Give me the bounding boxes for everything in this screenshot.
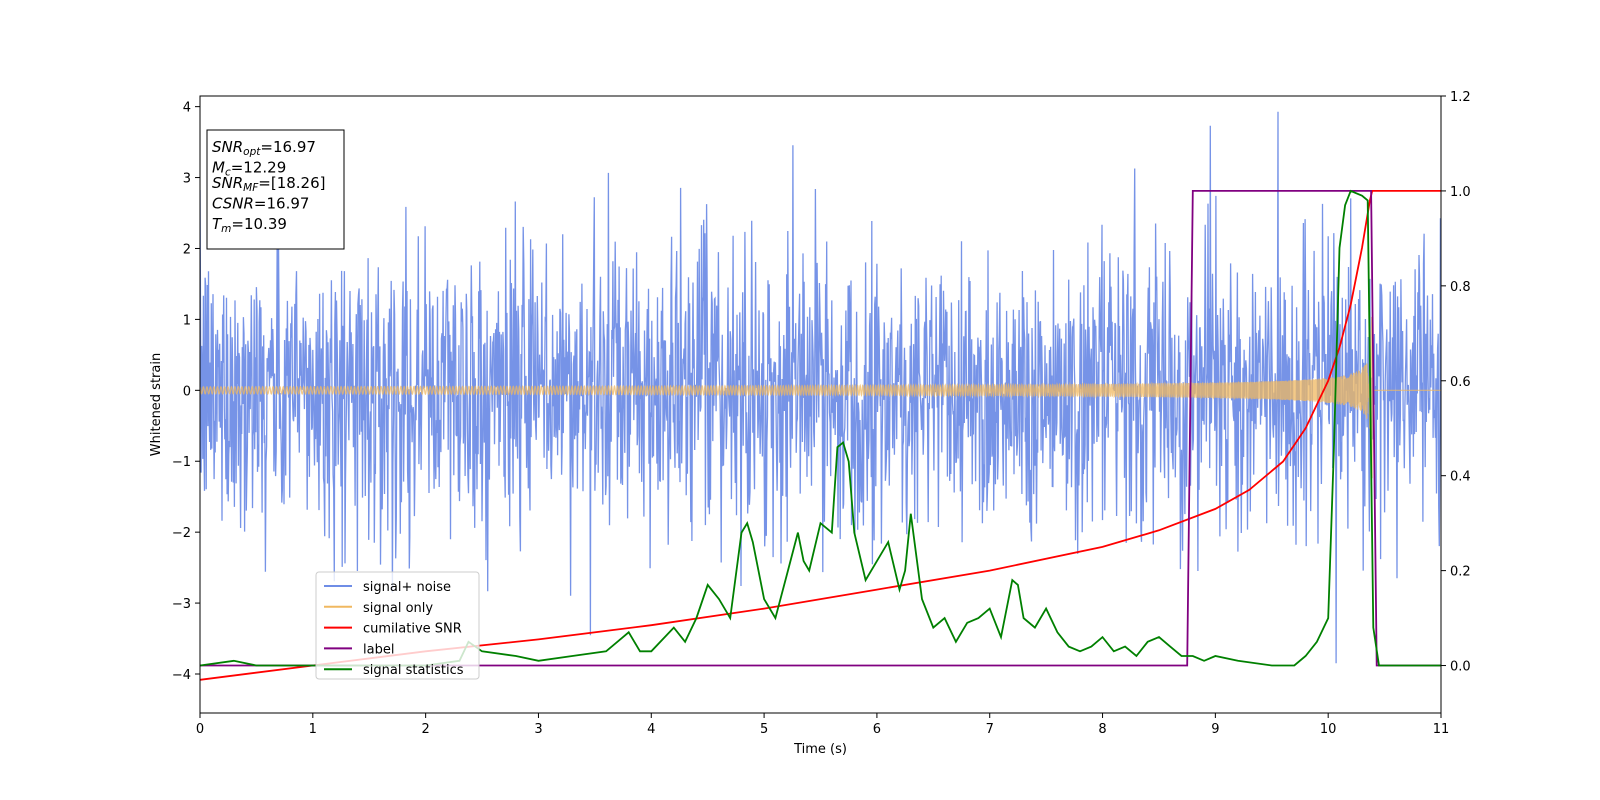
x-axis-title: Time (s) bbox=[793, 742, 847, 757]
y-right-tick-label: 0.0 bbox=[1450, 660, 1471, 675]
y-right-tick-label: 0.6 bbox=[1450, 375, 1471, 390]
annotation-line: CSNR=16.97 bbox=[212, 195, 309, 213]
legend: signal+ noise signal only cumilative SNR la… bbox=[315, 571, 480, 680]
annotation-line: Mc=12.29 bbox=[212, 159, 286, 179]
annotation-box-frame bbox=[206, 129, 345, 250]
y-tick-label: 0 bbox=[183, 384, 191, 399]
legend-frame bbox=[315, 571, 480, 680]
series-signal-only-line bbox=[200, 316, 1441, 479]
annotation-box: SNRopt=16.97Mc=12.29SNRMF=[18.26]CSNR=16… bbox=[206, 129, 345, 250]
series-signal-noise-line bbox=[200, 111, 1441, 664]
series-signal-statistics-line bbox=[200, 189, 1441, 667]
x-tick-label: 1 bbox=[309, 722, 317, 737]
y-right-tick-label: 0.8 bbox=[1450, 280, 1471, 295]
x-tick-label: 3 bbox=[534, 722, 542, 737]
legend-label-signal-noise: signal+ noise bbox=[363, 580, 451, 595]
x-tick-label: 6 bbox=[873, 722, 881, 737]
x-tick-label: 10 bbox=[1320, 722, 1337, 737]
x-tick-label: 8 bbox=[1098, 722, 1106, 737]
y-tick-label: 4 bbox=[183, 101, 191, 116]
y-axis-left: −4 −3 −2 −1 0 1 2 3 4 bbox=[172, 101, 200, 683]
plot-layers bbox=[200, 111, 1441, 681]
annotation-line: SNRopt=16.97 bbox=[212, 138, 316, 158]
x-axis: 0 1 2 3 4 5 6 7 8 9 10 11 bbox=[196, 713, 1449, 737]
y-right-tick-label: 0.2 bbox=[1450, 565, 1471, 580]
legend-label-signal-statistics: signal statistics bbox=[363, 663, 464, 678]
y-right-tick-label: 0.4 bbox=[1450, 470, 1471, 485]
x-tick-label: 0 bbox=[196, 722, 204, 737]
y-tick-label: 2 bbox=[183, 242, 191, 257]
y-tick-label: −2 bbox=[172, 526, 191, 541]
y-right-tick-label: 1.0 bbox=[1450, 185, 1471, 200]
y-tick-label: 3 bbox=[183, 172, 191, 187]
legend-label-cumilative-snr: cumilative SNR bbox=[363, 622, 462, 637]
x-tick-label: 5 bbox=[760, 722, 768, 737]
x-tick-label: 11 bbox=[1433, 722, 1450, 737]
y-tick-label: 1 bbox=[183, 313, 191, 328]
y-axis-right: 0.0 0.2 0.4 0.6 0.8 1.0 1.2 bbox=[1441, 90, 1471, 675]
x-tick-label: 9 bbox=[1211, 722, 1219, 737]
series-cumilative-snr-line bbox=[200, 190, 1441, 681]
x-tick-label: 4 bbox=[647, 722, 655, 737]
legend-label-label: label bbox=[363, 642, 394, 657]
y-axis-title: Whitened strain bbox=[149, 353, 164, 456]
y-tick-label: −1 bbox=[172, 455, 191, 470]
annotation-line: Tm=10.39 bbox=[212, 215, 287, 235]
y-right-tick-label: 1.2 bbox=[1450, 90, 1471, 105]
y-tick-label: −4 bbox=[172, 668, 191, 683]
annotation-line: SNRMF=[18.26] bbox=[212, 174, 326, 194]
y-tick-label: −3 bbox=[172, 597, 191, 612]
x-tick-label: 7 bbox=[986, 722, 994, 737]
legend-label-signal-only: signal only bbox=[363, 601, 433, 616]
x-tick-label: 2 bbox=[421, 722, 429, 737]
plot-frame bbox=[199, 95, 1442, 714]
